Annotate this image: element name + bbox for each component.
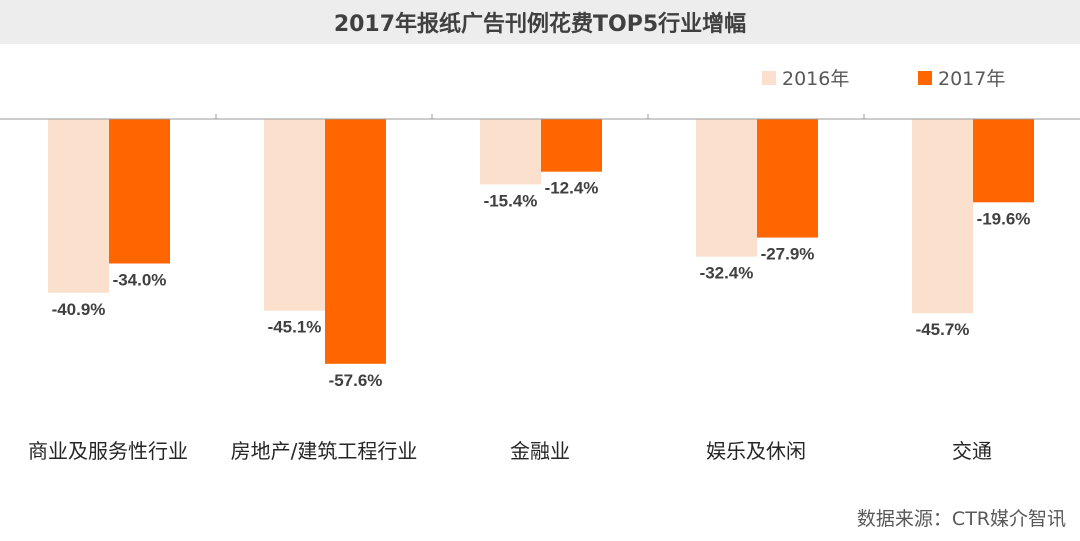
bar — [757, 119, 818, 238]
category-label: 金融业 — [510, 439, 570, 463]
legend-swatch — [918, 71, 932, 85]
data-label: -34.0% — [113, 271, 167, 290]
legend-label: 2017年 — [938, 68, 1005, 90]
legend-swatch — [762, 71, 776, 85]
category-label: 交通 — [952, 439, 992, 463]
chart-title-bar: 2017年报纸广告刊例花费TOP5行业增幅 — [0, 0, 1080, 44]
data-label: -19.6% — [977, 209, 1031, 228]
bar — [912, 119, 973, 314]
category-label: 娱乐及休闲 — [706, 439, 806, 463]
data-label: -15.4% — [484, 191, 538, 210]
legend-label: 2016年 — [782, 68, 849, 90]
data-label: -45.7% — [916, 320, 970, 339]
bar — [541, 119, 602, 172]
data-label: -32.4% — [700, 264, 754, 283]
category-label: 商业及服务性行业 — [28, 439, 188, 463]
bar-chart: 2016年 2017年 -40.9% -34.0% 商业及服务性行业 -45.1% -57.… — [0, 68, 1080, 463]
chart-title: 2017年报纸广告刊例花费TOP5行业增幅 — [333, 12, 747, 37]
data-label: -12.4% — [545, 179, 599, 198]
bar — [696, 119, 757, 257]
category-label: 房地产/建筑工程行业 — [231, 439, 418, 463]
bar — [325, 119, 386, 364]
data-label: -57.6% — [329, 371, 383, 390]
bar — [480, 119, 541, 185]
bar — [973, 119, 1034, 203]
data-source: 数据来源：CTR媒介智讯 — [856, 508, 1066, 530]
bar — [264, 119, 325, 311]
data-label: -45.1% — [268, 318, 322, 337]
bar — [109, 119, 170, 264]
bar — [48, 119, 109, 293]
data-label: -40.9% — [52, 300, 106, 319]
data-label: -27.9% — [761, 245, 815, 264]
